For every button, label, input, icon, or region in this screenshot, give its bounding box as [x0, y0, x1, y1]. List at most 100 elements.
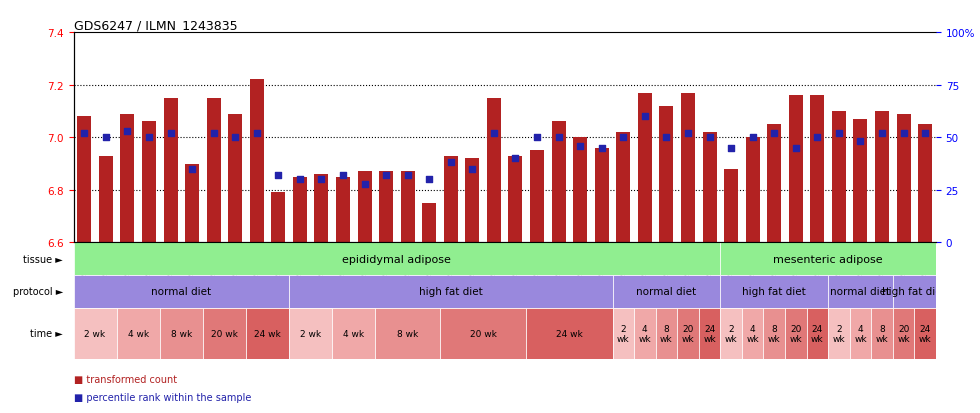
Text: normal diet: normal diet — [151, 287, 212, 297]
Point — [809, 135, 825, 141]
Point — [120, 128, 135, 135]
Bar — [807, 308, 828, 359]
Bar — [487, 99, 501, 243]
Text: ■ percentile rank within the sample: ■ percentile rank within the sample — [74, 392, 251, 402]
Bar — [828, 308, 850, 359]
Bar — [315, 175, 328, 243]
Bar — [117, 308, 160, 359]
Text: 4
wk: 4 wk — [639, 324, 651, 343]
Bar — [854, 119, 867, 243]
Text: 8 wk: 8 wk — [397, 329, 418, 338]
Text: 24 wk: 24 wk — [556, 329, 583, 338]
Point — [551, 135, 566, 141]
Bar — [746, 138, 760, 243]
Bar — [656, 308, 677, 359]
Bar — [358, 172, 371, 243]
Text: high fat diet: high fat diet — [742, 287, 807, 297]
Bar — [440, 308, 526, 359]
Point — [98, 135, 114, 141]
Bar — [573, 138, 587, 243]
Point — [853, 139, 868, 145]
Text: 20 wk: 20 wk — [211, 329, 238, 338]
Point — [357, 181, 372, 188]
Bar — [552, 122, 565, 243]
Bar — [375, 308, 440, 359]
Text: ■ transformed count: ■ transformed count — [74, 374, 176, 384]
Text: 8
wk: 8 wk — [876, 324, 888, 343]
Text: 24
wk: 24 wk — [919, 324, 931, 343]
Text: 4 wk: 4 wk — [127, 329, 149, 338]
Bar — [99, 156, 113, 243]
Bar — [832, 112, 846, 243]
Point — [766, 131, 782, 137]
Bar — [638, 93, 652, 243]
Bar — [250, 80, 264, 243]
Bar — [828, 275, 893, 308]
Text: mesenteric adipose: mesenteric adipose — [773, 254, 883, 264]
Point — [874, 131, 890, 137]
Bar — [875, 112, 889, 243]
Bar — [616, 133, 630, 243]
Bar — [246, 308, 289, 359]
Point — [335, 172, 351, 179]
Bar — [660, 107, 673, 243]
Point — [745, 135, 760, 141]
Text: 20
wk: 20 wk — [790, 324, 802, 343]
Bar — [142, 122, 156, 243]
Bar — [77, 117, 91, 243]
Point — [76, 131, 92, 137]
Bar — [720, 308, 742, 359]
Text: epididymal adipose: epididymal adipose — [342, 254, 452, 264]
Point — [163, 131, 178, 137]
Bar — [293, 177, 307, 243]
Bar — [742, 308, 763, 359]
Point — [615, 135, 631, 141]
Text: high fat diet: high fat diet — [882, 287, 947, 297]
Bar — [699, 308, 720, 359]
Point — [486, 131, 502, 137]
Bar — [767, 125, 781, 243]
Bar — [612, 275, 720, 308]
Text: 4 wk: 4 wk — [343, 329, 365, 338]
Bar — [160, 308, 203, 359]
Text: 24
wk: 24 wk — [811, 324, 823, 343]
Point — [529, 135, 545, 141]
Bar — [681, 93, 695, 243]
Text: 20 wk: 20 wk — [469, 329, 497, 338]
Bar — [634, 308, 656, 359]
Text: high fat diet: high fat diet — [418, 287, 483, 297]
Point — [206, 131, 221, 137]
Text: normal diet: normal diet — [636, 287, 697, 297]
Point — [702, 135, 717, 141]
Text: protocol ►: protocol ► — [13, 287, 63, 297]
Point — [314, 177, 329, 183]
Point — [917, 131, 933, 137]
Bar — [789, 96, 803, 243]
Bar — [810, 96, 824, 243]
Point — [443, 160, 459, 166]
Bar — [595, 148, 609, 243]
Bar — [530, 151, 544, 243]
Point — [378, 172, 394, 179]
Bar — [74, 275, 289, 308]
Text: GDS6247 / ILMN_1243835: GDS6247 / ILMN_1243835 — [74, 19, 237, 32]
Bar — [336, 177, 350, 243]
Bar — [203, 308, 246, 359]
Text: 20
wk: 20 wk — [898, 324, 909, 343]
Bar — [897, 114, 910, 243]
Point — [421, 177, 437, 183]
Text: 4
wk: 4 wk — [747, 324, 759, 343]
Bar — [444, 156, 458, 243]
Bar — [422, 204, 436, 243]
Text: tissue ►: tissue ► — [24, 254, 63, 264]
Text: 8
wk: 8 wk — [661, 324, 672, 343]
Bar — [893, 308, 914, 359]
Text: time ►: time ► — [30, 329, 63, 339]
Bar — [871, 308, 893, 359]
Point — [637, 114, 653, 120]
Point — [896, 131, 911, 137]
Point — [227, 135, 243, 141]
Text: 2 wk: 2 wk — [84, 329, 106, 338]
Bar — [612, 308, 634, 359]
Bar — [785, 308, 807, 359]
